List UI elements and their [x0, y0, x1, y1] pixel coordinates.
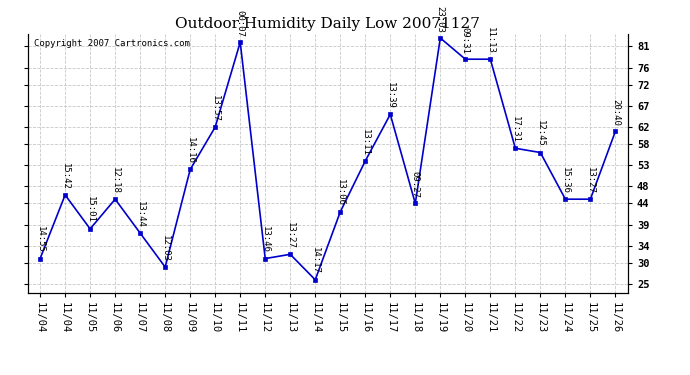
Text: 14:55: 14:55	[36, 226, 45, 253]
Text: 13:11: 13:11	[361, 129, 370, 156]
Text: 13:27: 13:27	[286, 222, 295, 249]
Text: 14:16: 14:16	[186, 137, 195, 164]
Text: 09:27: 09:27	[411, 171, 420, 198]
Text: 00:07: 00:07	[236, 10, 245, 37]
Text: 11:13: 11:13	[486, 27, 495, 54]
Text: 14:17: 14:17	[310, 248, 319, 274]
Text: 12:18: 12:18	[110, 167, 119, 194]
Text: 13:44: 13:44	[136, 201, 145, 228]
Text: 15:01: 15:01	[86, 196, 95, 223]
Text: 20:40: 20:40	[611, 99, 620, 126]
Title: Outdoor Humidity Daily Low 20071127: Outdoor Humidity Daily Low 20071127	[175, 17, 480, 31]
Text: 17:31: 17:31	[511, 116, 520, 143]
Text: Copyright 2007 Cartronics.com: Copyright 2007 Cartronics.com	[34, 39, 190, 48]
Text: 13:46: 13:46	[261, 226, 270, 253]
Text: 12:45: 12:45	[536, 120, 545, 147]
Text: 15:36: 15:36	[561, 167, 570, 194]
Text: 12:03: 12:03	[161, 235, 170, 261]
Text: 13:57: 13:57	[210, 94, 219, 122]
Text: 09:31: 09:31	[461, 27, 470, 54]
Text: 13:06: 13:06	[336, 180, 345, 206]
Text: 15:42: 15:42	[61, 162, 70, 189]
Text: 13:39: 13:39	[386, 82, 395, 109]
Text: 13:27: 13:27	[586, 167, 595, 194]
Text: 23:03: 23:03	[436, 6, 445, 32]
